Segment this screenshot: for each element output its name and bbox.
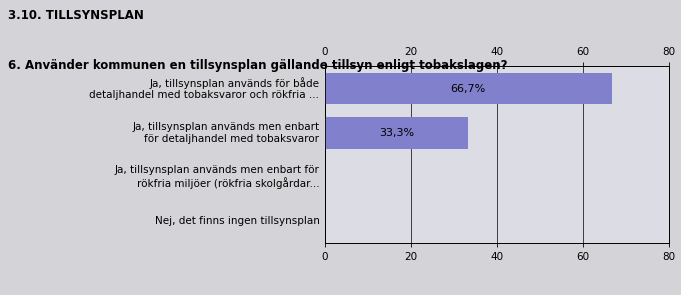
- Bar: [325, 73, 612, 104]
- Text: Ja, tillsynsplan används men enbart
för detaljhandel med tobaksvaror: Ja, tillsynsplan används men enbart för …: [132, 122, 319, 144]
- Text: 3.10. TILLSYNSPLAN: 3.10. TILLSYNSPLAN: [8, 9, 144, 22]
- Text: Nej, det finns ingen tillsynsplan: Nej, det finns ingen tillsynsplan: [155, 216, 319, 226]
- Text: 6. Använder kommunen en tillsynsplan gällande tillsyn enligt tobakslagen?: 6. Använder kommunen en tillsynsplan gäl…: [8, 59, 507, 72]
- Text: 33,3%: 33,3%: [379, 128, 414, 138]
- Text: Ja, tillsynsplan används för både
detaljhandel med tobaksvaror och rökfria ...: Ja, tillsynsplan används för både detalj…: [89, 77, 319, 100]
- Text: Ja, tillsynsplan används men enbart för
rökfria miljöer (rökfria skolgårdar...: Ja, tillsynsplan används men enbart för …: [114, 165, 319, 189]
- Bar: [325, 117, 468, 149]
- Text: 66,7%: 66,7%: [451, 83, 486, 94]
